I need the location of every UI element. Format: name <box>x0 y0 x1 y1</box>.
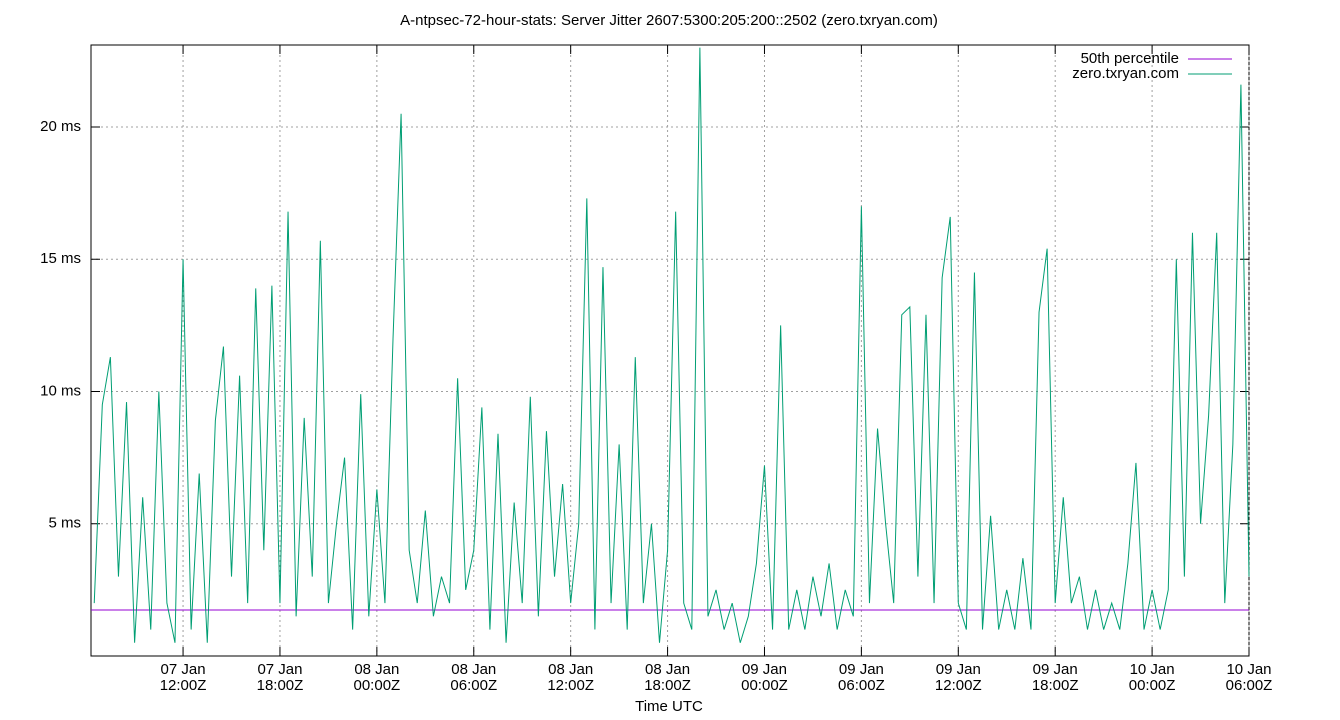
x-tick-label: 07 Jan <box>257 661 302 678</box>
x-tick-label: 09 Jan <box>839 661 884 678</box>
x-tick-label: 12:00Z <box>547 677 594 694</box>
x-axis-label: Time UTC <box>635 698 703 715</box>
x-tick-label: 18:00Z <box>257 677 304 694</box>
x-tick-label: 12:00Z <box>935 677 982 694</box>
x-tick-label: 10 Jan <box>1130 661 1175 678</box>
y-tick-label: 5 ms <box>48 515 81 532</box>
x-tick-label: 00:00Z <box>354 677 401 694</box>
y-tick-label: 20 ms <box>40 118 81 135</box>
x-tick-label: 09 Jan <box>936 661 981 678</box>
plot-frame <box>90 44 1250 657</box>
legend-label: 50th percentile <box>1081 50 1179 67</box>
x-tick-label: 08 Jan <box>548 661 593 678</box>
x-tick-label: 00:00Z <box>1129 677 1176 694</box>
x-tick-label: 08 Jan <box>645 661 690 678</box>
chart-title: A-ntpsec-72-hour-stats: Server Jitter 26… <box>400 12 938 29</box>
x-tick-label: 06:00Z <box>1226 677 1273 694</box>
x-tick-label: 18:00Z <box>644 677 691 694</box>
x-tick-label: 09 Jan <box>742 661 787 678</box>
y-tick-label: 15 ms <box>40 250 81 267</box>
y-tick-label: 10 ms <box>40 382 81 399</box>
x-tick-label: 06:00Z <box>450 677 497 694</box>
x-tick-label: 00:00Z <box>741 677 788 694</box>
x-tick-label: 08 Jan <box>354 661 399 678</box>
x-tick-label: 08 Jan <box>451 661 496 678</box>
x-tick-label: 07 Jan <box>161 661 206 678</box>
series-line <box>93 47 1250 643</box>
legend-label: zero.txryan.com <box>1072 65 1179 82</box>
x-tick-label: 06:00Z <box>838 677 885 694</box>
x-tick-label: 09 Jan <box>1033 661 1078 678</box>
x-tick-label: 12:00Z <box>160 677 207 694</box>
x-tick-label: 18:00Z <box>1032 677 1079 694</box>
x-tick-label: 10 Jan <box>1226 661 1271 678</box>
